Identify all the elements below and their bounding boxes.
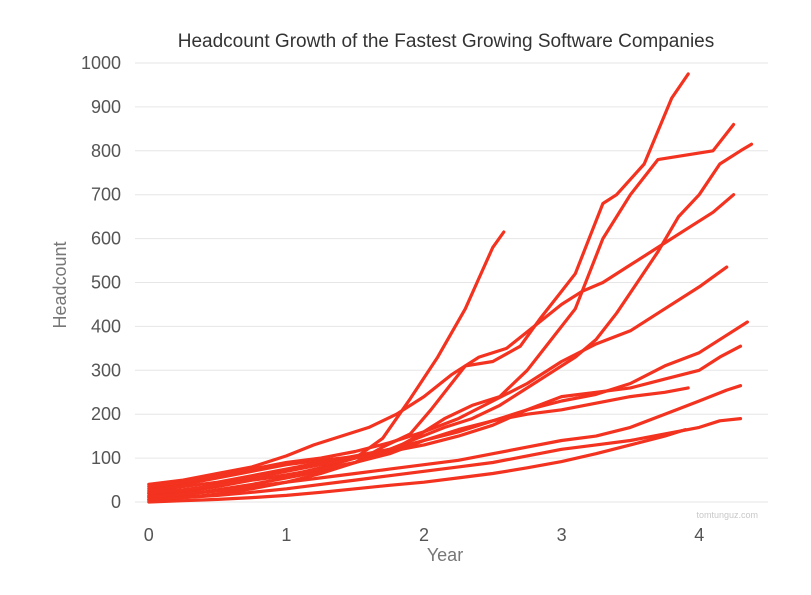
x-tick-label: 1 — [281, 525, 291, 545]
y-tick-label: 700 — [91, 185, 121, 205]
y-tick-label: 800 — [91, 141, 121, 161]
x-tick-label: 2 — [419, 525, 429, 545]
series-line-10 — [147, 384, 743, 499]
y-tick-label: 1000 — [81, 53, 121, 73]
x-tick-label: 4 — [694, 525, 704, 545]
x-axis-label: Year — [427, 545, 463, 565]
series-line-5 — [147, 193, 736, 486]
y-tick-label: 400 — [91, 316, 121, 336]
y-tick-label: 300 — [91, 360, 121, 380]
y-tick-labels: 0 100 200 300 400 500 600 700 800 900 1000 — [81, 53, 121, 512]
series-lines — [147, 72, 754, 504]
series-line-11 — [147, 417, 743, 502]
chart-title: Headcount Growth of the Fastest Growing … — [178, 31, 714, 52]
series-line-6 — [147, 265, 729, 489]
y-tick-label: 200 — [91, 404, 121, 424]
series-line-3 — [147, 122, 736, 502]
series-line-8 — [147, 344, 743, 497]
x-tick-label: 3 — [557, 525, 567, 545]
x-tick-labels: 0 1 2 3 4 — [144, 525, 704, 545]
y-tick-label: 0 — [111, 492, 121, 512]
watermark-text: tomtunguz.com — [696, 510, 758, 520]
series-line-12 — [147, 428, 688, 504]
y-tick-label: 900 — [91, 97, 121, 117]
y-tick-label: 500 — [91, 273, 121, 293]
series-line-1 — [147, 230, 506, 495]
series-line-4 — [147, 142, 754, 491]
x-tick-label: 0 — [144, 525, 154, 545]
y-tick-label: 100 — [91, 448, 121, 468]
series-line-9 — [147, 386, 690, 495]
y-tick-label: 600 — [91, 229, 121, 249]
series-line-7 — [147, 320, 750, 493]
y-axis-label: Headcount — [50, 241, 70, 328]
gridlines — [135, 62, 768, 503]
